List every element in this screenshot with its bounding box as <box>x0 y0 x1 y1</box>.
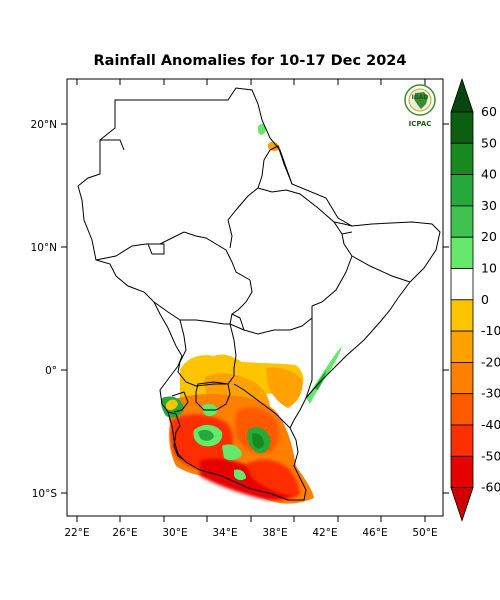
lon-labels: 22°E 26°E 30°E 34°E 38°E 42°E 46°E 50°E <box>64 527 437 539</box>
map-title: Rainfall Anomalies for 10-17 Dec 2024 <box>93 53 407 69</box>
border-ethiopia-kenya <box>229 306 313 335</box>
colorbar-swatch <box>450 424 474 457</box>
colorbar-label: -60 <box>481 480 500 495</box>
lat-ticks <box>61 123 449 494</box>
anomaly-redsea-green <box>258 123 266 135</box>
border-rwanda-burundi <box>167 391 189 433</box>
border-sudan-southsudan <box>95 231 251 281</box>
logo-icpac-text: ICPAC <box>409 120 432 128</box>
colorbar-label: 20 <box>481 229 497 244</box>
border-ilemi <box>231 313 245 331</box>
anomaly-green-7 <box>234 469 246 481</box>
colorbar-label: -20 <box>481 354 500 369</box>
lon-label: 30°E <box>162 527 187 539</box>
lon-ticks <box>76 516 426 522</box>
anomaly-red-4 <box>246 459 299 496</box>
anomaly-green-2 <box>252 433 264 449</box>
colorbar-label: -30 <box>481 386 500 401</box>
colorbar-label: 50 <box>481 135 497 150</box>
colorbar-label: 0 <box>481 292 489 307</box>
colorbar-swatch <box>450 299 474 332</box>
border-sudan-north-west <box>100 139 125 151</box>
lon-label: 50°E <box>412 527 437 539</box>
lat-label: 0° <box>45 365 57 377</box>
colorbar-label: -10 <box>481 323 500 338</box>
colorbar-label: 60 <box>481 104 497 119</box>
border-ethiopia-somalia-south <box>311 255 353 307</box>
colorbar-swatch <box>450 236 474 269</box>
colorbar-swatch <box>450 174 474 207</box>
colorbar-swatch <box>450 205 474 238</box>
colorbar-swatch <box>450 455 474 488</box>
lon-label: 46°E <box>362 527 387 539</box>
anomaly-kenya-east <box>266 367 303 408</box>
lon-label: 38°E <box>262 527 287 539</box>
lon-ticks-top <box>76 79 426 85</box>
colorbar-swatch <box>450 268 474 301</box>
lat-label: 10°S <box>32 488 58 500</box>
country-boundaries <box>77 87 441 501</box>
border-southsudan-south <box>153 301 230 325</box>
border-eritrea-ethiopia <box>257 187 343 235</box>
border-ethiopia-somalia <box>341 233 411 283</box>
map-frame <box>66 78 444 517</box>
colorbar-swatch <box>450 142 474 176</box>
border-uganda-west <box>177 319 235 387</box>
lon-label: 22°E <box>64 527 89 539</box>
colorbar-label: -40 <box>481 417 500 432</box>
igad-icpac-logo: IGAD ICPAC <box>404 84 436 128</box>
colorbar-swatch <box>450 361 474 395</box>
logo-igad-text: IGAD <box>412 94 429 101</box>
lon-label: 34°E <box>212 527 237 539</box>
colorbar-swatch <box>450 393 474 426</box>
lake-tanganyika <box>173 431 185 461</box>
colorbar-label: 30 <box>481 198 497 213</box>
lake-victoria <box>195 381 231 411</box>
lat-label: 10°N <box>31 242 57 254</box>
lon-label: 42°E <box>312 527 337 539</box>
anomaly-green-6 <box>222 444 242 461</box>
colorbar-swatch <box>450 330 474 363</box>
border-kenya-uganda <box>229 323 237 369</box>
border-sudan-ethiopia <box>227 219 233 249</box>
lat-labels: 20°N 10°N 0° 10°S <box>31 119 58 500</box>
border-sudan-east <box>227 145 293 221</box>
colorbar-label: 10 <box>481 261 497 276</box>
border-southsudan-ethiopia <box>229 279 253 325</box>
logo-africa-shape <box>414 92 428 109</box>
border-kenya-tanzania <box>233 383 291 429</box>
colorbar: 60 50 40 30 20 10 0 -10 -20 -30 -40 -50 -60 <box>450 77 500 522</box>
colorbar-label: -50 <box>481 448 500 463</box>
lon-label: 26°E <box>112 527 137 539</box>
border-kenya-somalia <box>305 318 313 399</box>
colorbar-bottom-arrow <box>450 487 474 522</box>
anomaly-green-4 <box>198 429 214 441</box>
region-outline <box>77 87 441 501</box>
lat-label: 20°N <box>31 119 57 131</box>
anomaly-shading <box>161 123 342 504</box>
anomaly-redsea-orange <box>268 141 280 151</box>
anomaly-rwanda <box>166 399 178 411</box>
border-djibouti <box>333 221 353 235</box>
border-abyei <box>147 243 165 255</box>
colorbar-top-arrow <box>450 77 474 113</box>
colorbar-swatch <box>450 111 474 144</box>
colorbar-label: 40 <box>481 167 497 182</box>
